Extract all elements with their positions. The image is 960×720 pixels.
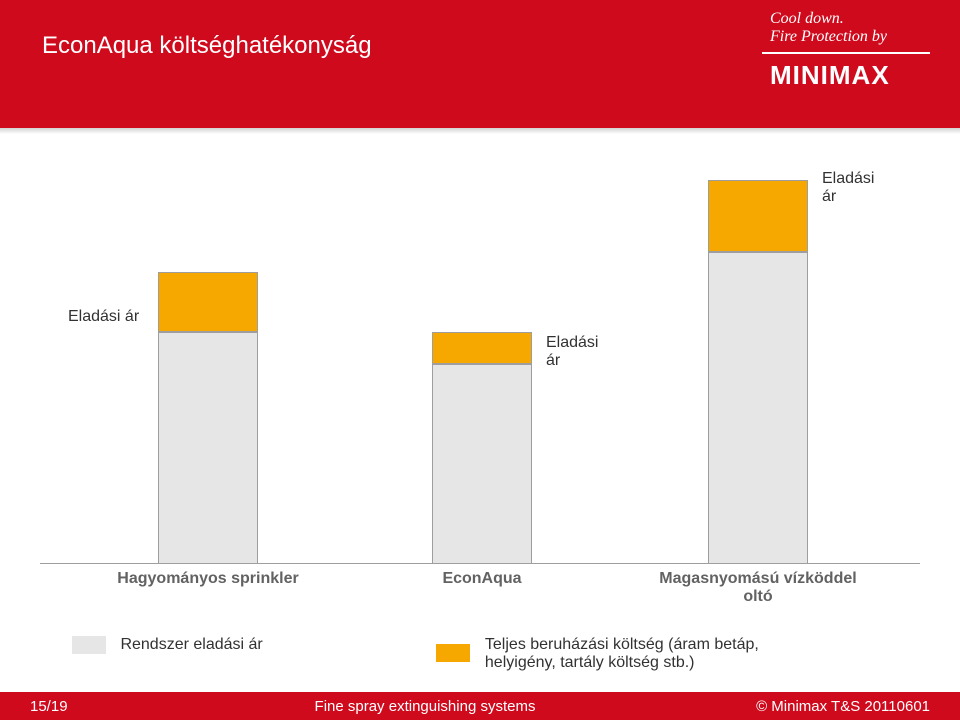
bar-xlabel: EconAqua [372, 564, 592, 588]
legend-swatch-extra [436, 644, 470, 662]
bar-sale-label: Eladási ár [822, 170, 874, 206]
bar-sale-label: Eladási ár [546, 334, 598, 370]
header-shadow [0, 128, 960, 134]
tagline-line1: Cool down. [770, 10, 844, 27]
footer-page: 15/19 [0, 698, 140, 715]
page-title: EconAqua költséghatékonyság [42, 32, 372, 60]
bar-xlabel: Hagyományos sprinkler [98, 564, 318, 588]
bar-sale-label: Eladási ár [68, 308, 139, 326]
footer-title: Fine spray extinguishing systems [140, 698, 710, 715]
footer-bar: 15/19 Fine spray extinguishing systems ©… [0, 692, 960, 720]
tagline-line2: Fire Protection by [770, 28, 887, 45]
bar-base-segment [158, 332, 258, 564]
footer-copyright: © Minimax T&S 20110601 [710, 698, 960, 715]
bar-extra-segment [708, 180, 808, 252]
legend-item-base: Rendszer eladási ár [72, 636, 432, 654]
legend-swatch-base [72, 636, 106, 654]
header-bar: EconAqua költséghatékonyság Cool down. F… [0, 0, 960, 128]
bar-extra-segment [432, 332, 532, 364]
legend-label-base: Rendszer eladási ár [120, 636, 262, 653]
brand-name: MINIMAX [762, 60, 930, 91]
bar-extra-segment [158, 272, 258, 332]
bar-xlabel: Magasnyomású vízköddel oltó [648, 564, 868, 606]
legend-label-extra: Teljes beruházási költség (áram betáp, h… [485, 636, 759, 672]
brand-tagline: Cool down. Fire Protection by [762, 0, 930, 50]
brand-logo-box: Cool down. Fire Protection by MINIMAX [762, 0, 930, 128]
brand-divider [762, 52, 930, 54]
legend-item-extra: Teljes beruházási költség (áram betáp, h… [436, 636, 866, 672]
bar-base-segment [432, 364, 532, 564]
bar-base-segment [708, 252, 808, 564]
chart-legend: Rendszer eladási ár Teljes beruházási kö… [72, 636, 920, 676]
cost-chart: Hagyományos sprinkler Eladási ár EconAqua E… [40, 144, 920, 604]
